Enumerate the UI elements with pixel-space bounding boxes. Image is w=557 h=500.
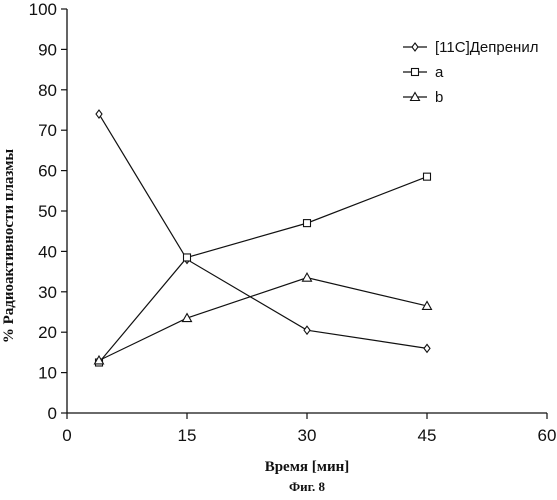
series-2 [96, 173, 431, 366]
data-point-diamond [424, 344, 430, 352]
legend-label: a [435, 64, 444, 81]
x-tick-label: 0 [62, 426, 71, 445]
data-point-square [184, 254, 191, 261]
figure-caption: Фиг. 8 [289, 479, 326, 494]
legend-item: a [403, 64, 444, 81]
x-tick-label: 45 [418, 426, 437, 445]
data-point-square [304, 220, 311, 227]
series-line [99, 278, 427, 361]
legend-label: b [435, 89, 443, 106]
x-tick-label: 60 [538, 426, 557, 445]
y-ticks: 0 10 20 30 40 50 60 70 80 90 100 [29, 0, 67, 423]
series-3 [95, 273, 432, 364]
legend-item: [11C]Депренил [403, 39, 538, 56]
series-layer [95, 110, 432, 366]
y-tick-label: 40 [38, 242, 57, 261]
y-tick-label: 70 [38, 121, 57, 140]
series-line [99, 114, 427, 348]
data-point-square [424, 173, 431, 180]
y-tick-label: 10 [38, 364, 57, 383]
series-line [99, 177, 427, 363]
y-tick-label: 80 [38, 81, 57, 100]
y-tick-label: 90 [38, 40, 57, 59]
x-tick-label: 30 [298, 426, 317, 445]
y-axis-title: % Радиоактивности плазмы [1, 149, 17, 344]
x-ticks: 0 15 30 45 60 [62, 413, 556, 445]
y-tick-label: 60 [38, 162, 57, 181]
x-tick-label: 15 [178, 426, 197, 445]
legend-item: b [403, 89, 443, 106]
x-axis-title: Время [мин] [265, 459, 350, 475]
y-tick-label: 20 [38, 323, 57, 342]
legend: [11C]Депренил ab [403, 39, 538, 106]
y-tick-label: 100 [29, 0, 57, 19]
legend-marker-diamond [412, 43, 418, 51]
y-tick-label: 0 [48, 404, 57, 423]
legend-label: [11C]Депренил [435, 39, 538, 56]
series-1 [96, 110, 430, 352]
y-tick-label: 30 [38, 283, 57, 302]
axes [67, 9, 547, 413]
y-tick-label: 50 [38, 202, 57, 221]
data-point-triangle [303, 273, 312, 281]
legend-marker-square [412, 69, 419, 76]
data-point-diamond [304, 326, 310, 334]
